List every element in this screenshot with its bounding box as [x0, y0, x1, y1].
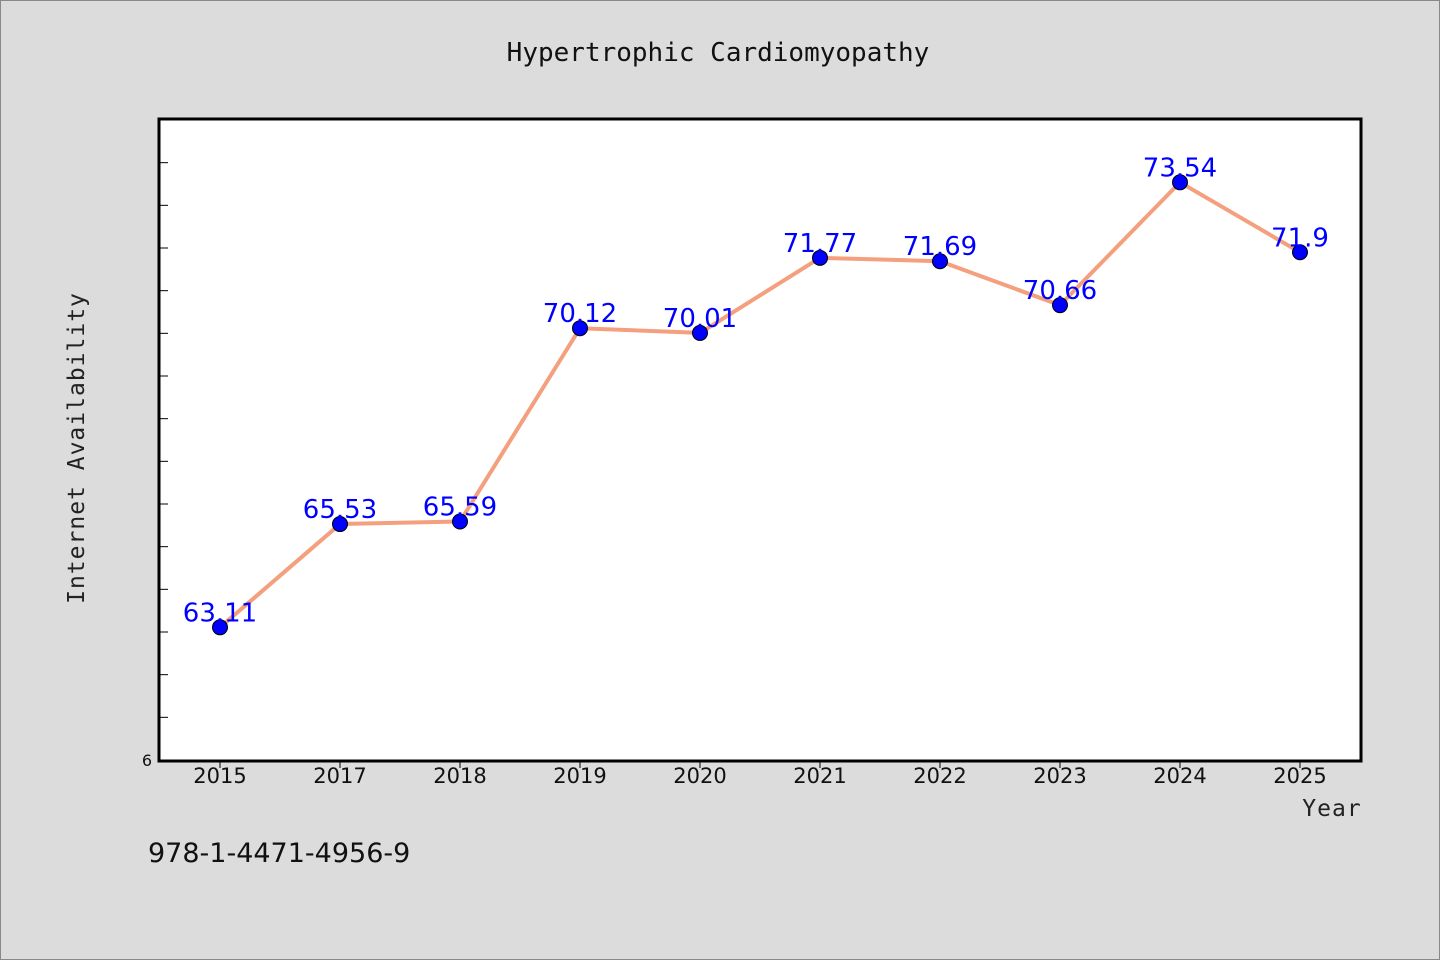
data-label: 70.01 [663, 304, 737, 334]
y-tick-label: 6 [142, 751, 152, 770]
data-label: 65.59 [423, 492, 497, 522]
x-tick-label: 2019 [553, 764, 606, 788]
data-label: 71.69 [903, 232, 977, 262]
chart-title: Hypertrophic Cardiomyopathy [507, 38, 930, 68]
x-tick-label: 2015 [193, 764, 246, 788]
data-point [452, 513, 468, 530]
series-layer [212, 174, 1308, 636]
data-label: 71.9 [1271, 223, 1329, 253]
data-point [1172, 174, 1188, 191]
x-tick-label: 2017 [313, 764, 366, 788]
data-point [692, 324, 708, 341]
series-line [218, 180, 1302, 629]
data-label: 70.66 [1023, 276, 1097, 306]
x-axis: 2015 2017 2018 2019 2020 2021 2022 2023 2024 2025 [193, 760, 1327, 788]
data-label: 73.54 [1143, 153, 1217, 183]
y-axis: 6 [142, 162, 168, 770]
data-label: 63.11 [183, 598, 257, 628]
plot-area [157, 117, 1363, 763]
data-label: 70.12 [543, 299, 617, 329]
x-tick-label: 2021 [793, 764, 846, 788]
data-point [812, 249, 828, 266]
data-point [572, 320, 588, 337]
data-point [212, 619, 228, 636]
isbn-text: 978-1-4471-4956-9 [148, 838, 410, 869]
data-label-layer: 63.11 65.53 65.59 70.12 70.01 71.77 71.69 70.66… [183, 153, 1329, 628]
x-tick-label: 2025 [1273, 764, 1326, 788]
x-tick-label: 2024 [1153, 764, 1206, 788]
data-point [1292, 244, 1308, 261]
x-tick-label: 2023 [1033, 764, 1086, 788]
data-point [332, 516, 348, 533]
data-label: 71.77 [783, 229, 857, 259]
data-label: 65.53 [303, 495, 377, 525]
data-point [932, 253, 948, 270]
data-point [1052, 297, 1068, 314]
x-tick-label: 2022 [913, 764, 966, 788]
x-tick-label: 2020 [673, 764, 726, 788]
y-axis-label: Internet Availability [64, 292, 90, 604]
x-tick-label: 2018 [433, 764, 486, 788]
x-axis-label: Year [1302, 796, 1361, 822]
